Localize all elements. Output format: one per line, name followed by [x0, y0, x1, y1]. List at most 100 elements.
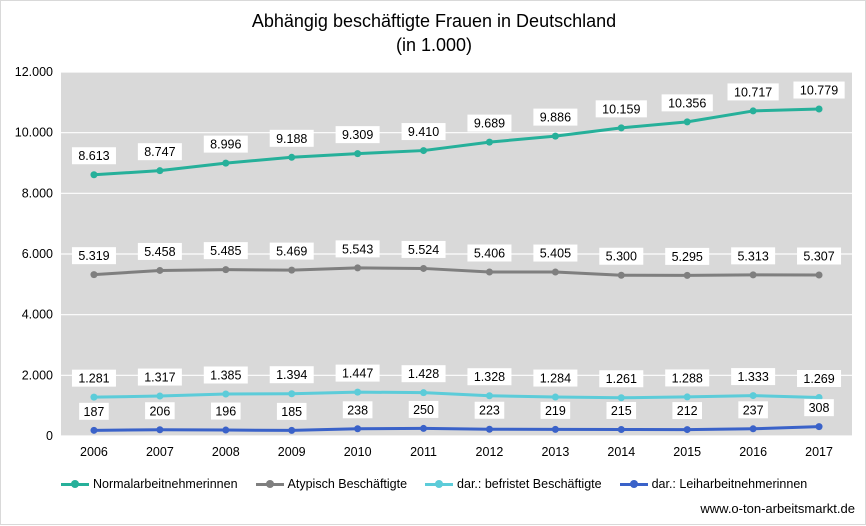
data-point [222, 426, 230, 434]
data-label: 9.886 [540, 111, 571, 125]
data-label: 5.300 [606, 250, 637, 264]
legend: Normalarbeitnehmerinnen Atypisch Beschäft… [61, 474, 825, 494]
data-label: 308 [809, 401, 830, 415]
data-point [485, 138, 493, 146]
data-label-bg [269, 129, 314, 147]
y-tick-label: 6.000 [22, 247, 53, 261]
data-label: 1.394 [276, 368, 307, 382]
data-point [420, 147, 428, 155]
data-point [749, 271, 757, 279]
data-point [617, 394, 625, 402]
data-point [90, 426, 98, 434]
data-point [354, 425, 362, 433]
data-label-bg [599, 370, 644, 388]
legend-marker [435, 479, 444, 488]
data-label-bg [335, 240, 380, 258]
data-label-bg [727, 83, 779, 101]
legend-marker [71, 479, 79, 488]
data-label-bg [401, 240, 446, 258]
data-label: 8.996 [210, 138, 241, 152]
data-label-bg [408, 400, 439, 418]
data-label-bg [137, 368, 182, 386]
data-point [420, 389, 428, 397]
data-label-bg [595, 100, 647, 118]
data-label-bg [137, 242, 182, 260]
data-label: 5.295 [672, 250, 703, 264]
data-label-bg [474, 401, 505, 419]
data-label: 1.385 [210, 368, 241, 382]
data-label-bg [804, 399, 834, 417]
data-label-bg [665, 369, 710, 387]
data-point [815, 105, 823, 113]
data-label-bg [661, 94, 713, 112]
data-point [354, 150, 362, 158]
data-point [815, 423, 823, 431]
legend-label: dar.: Leiharbeitnehmerinnen [651, 477, 808, 491]
data-point [617, 124, 625, 132]
data-label: 1.284 [540, 372, 571, 386]
data-point [222, 266, 230, 274]
x-tick-label: 2014 [607, 445, 635, 459]
y-tick-label: 12.000 [15, 65, 53, 79]
data-point [156, 392, 164, 400]
data-point [156, 167, 164, 175]
data-label-bg [467, 114, 512, 132]
data-label-bg [540, 401, 571, 419]
x-tick-label: 2016 [739, 445, 767, 459]
data-label: 1.428 [408, 367, 439, 381]
x-tick-label: 2011 [410, 445, 437, 459]
data-label: 250 [413, 403, 434, 417]
data-point [749, 425, 757, 433]
data-point [90, 171, 98, 179]
data-label: 9.689 [474, 117, 505, 131]
data-label: 5.524 [408, 243, 439, 257]
data-point [749, 107, 757, 115]
data-label: 185 [281, 405, 302, 419]
data-point [420, 424, 428, 432]
data-label-bg [533, 369, 578, 387]
data-label-bg [269, 242, 314, 260]
data-label: 187 [84, 405, 105, 419]
data-point [90, 271, 98, 279]
legend-swatch [425, 479, 454, 488]
data-label: 8.747 [144, 145, 175, 159]
data-label: 1.317 [144, 371, 175, 385]
data-label: 238 [347, 403, 368, 417]
data-label-bg [467, 368, 512, 386]
data-point [288, 266, 296, 274]
data-label: 5.543 [342, 242, 373, 256]
data-label: 5.313 [737, 249, 768, 263]
data-label: 9.410 [408, 125, 439, 139]
data-point [617, 271, 625, 279]
data-point [156, 426, 164, 434]
data-label: 10.159 [602, 102, 640, 116]
data-label-bg [335, 126, 380, 144]
data-point [156, 266, 164, 274]
data-label-bg [342, 401, 373, 419]
data-label: 10.779 [800, 84, 838, 98]
data-label-bg [145, 402, 175, 420]
data-point [222, 159, 230, 167]
data-point [551, 393, 559, 401]
data-label-bg [533, 108, 578, 126]
data-label-bg [467, 244, 512, 262]
data-point [815, 271, 823, 279]
legend-swatch [255, 479, 284, 488]
data-point [485, 392, 493, 400]
data-label: 237 [743, 403, 764, 417]
data-label-bg [401, 123, 446, 141]
x-tick-label: 2015 [673, 445, 701, 459]
data-label: 1.281 [78, 372, 109, 386]
series-line [93, 107, 820, 177]
x-tick-label: 2017 [805, 445, 833, 459]
data-label-bg [203, 135, 248, 153]
data-label-bg [210, 402, 241, 420]
data-label: 219 [545, 404, 566, 418]
data-label: 10.356 [668, 96, 706, 110]
x-tick-label: 2008 [212, 445, 240, 459]
legend-item: dar.: befristet Beschäftigte [425, 477, 602, 491]
data-point [288, 153, 296, 161]
x-tick-label: 2012 [476, 445, 504, 459]
